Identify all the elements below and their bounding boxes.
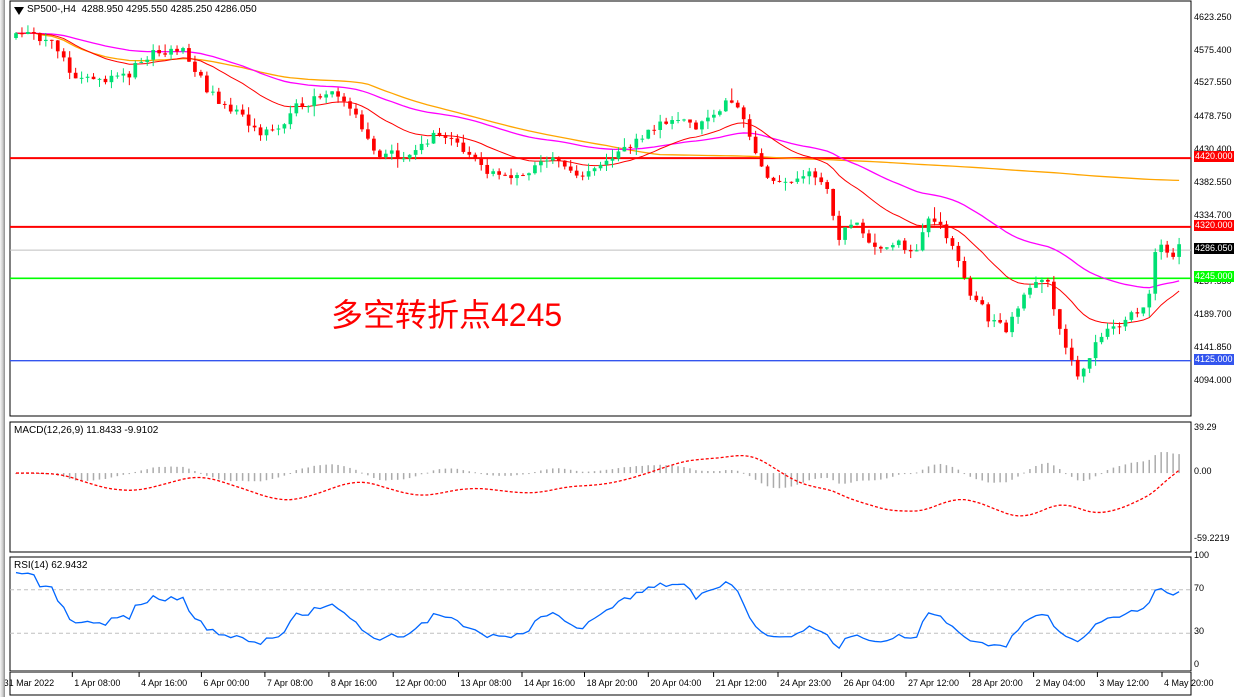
svg-text:多空转折点4245: 多空转折点4245 (331, 297, 562, 333)
